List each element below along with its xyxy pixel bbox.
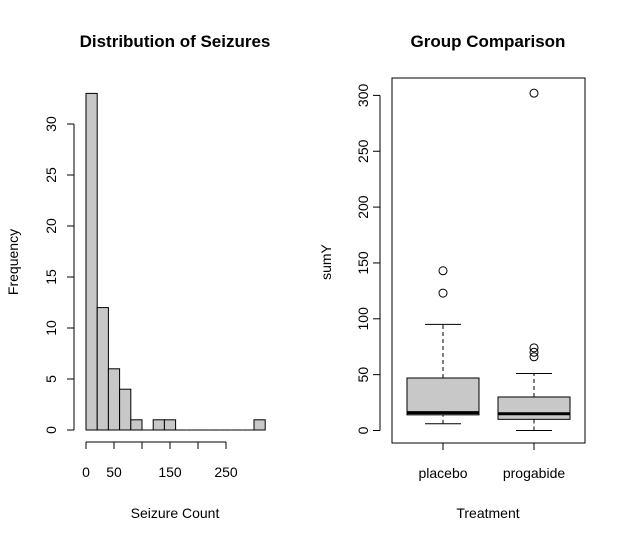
histogram-bar xyxy=(119,388,132,431)
boxplot-x-tick-label: progabide xyxy=(503,465,565,481)
histogram-y-tick-label: 20 xyxy=(43,218,59,234)
boxplot-y-axis: 0 50 100 150 200 250 300 xyxy=(355,84,381,434)
boxplot-y-tick-label: 250 xyxy=(355,139,371,163)
histogram-y-tick-label: 5 xyxy=(43,375,59,383)
boxplot-outlier xyxy=(529,88,539,98)
histogram-y-tick-label: 10 xyxy=(43,320,59,336)
histogram-y-tick-label: 30 xyxy=(43,116,59,132)
histogram-y-tick-label: 0 xyxy=(43,426,59,434)
boxplot-y-tick-label: 200 xyxy=(355,195,371,219)
histogram-bars xyxy=(85,92,266,431)
boxplot-outlier xyxy=(438,266,448,276)
histogram-bar xyxy=(85,92,98,431)
boxplot-y-label: sumY xyxy=(318,243,334,279)
boxplot-box xyxy=(497,396,571,420)
histogram-y-tick-label: 25 xyxy=(43,167,59,183)
histogram-bar xyxy=(163,419,177,431)
boxplot-outlier xyxy=(529,352,539,362)
histogram-bar xyxy=(96,307,109,431)
histogram-x-tick-label: 50 xyxy=(106,464,122,480)
histogram-x-axis: 0 50 150 250 xyxy=(82,441,238,480)
boxplot-x-axis: placebo progabide xyxy=(418,442,565,481)
boxplot-y-tick-label: 300 xyxy=(355,84,371,108)
boxplot-y-tick-label: 50 xyxy=(355,367,371,383)
histogram-panel: Distribution of Seizures Seizure Count F… xyxy=(5,32,270,521)
boxplot-y-tick-label: 0 xyxy=(355,426,371,434)
boxplot-outlier xyxy=(438,288,448,298)
boxplot-x-tick-label: placebo xyxy=(418,465,467,481)
histogram-y-axis: 0 5 10 15 20 25 30 xyxy=(43,116,75,434)
boxplot-panel: Group Comparison Treatment sumY 0 50 100 15… xyxy=(318,32,586,521)
boxplot-box xyxy=(406,377,480,416)
histogram-bar xyxy=(107,368,121,431)
histogram-bar xyxy=(130,419,143,431)
histogram-x-label: Seizure Count xyxy=(131,505,220,521)
boxplot-boxes xyxy=(406,88,571,431)
histogram-bar xyxy=(152,419,165,431)
histogram-y-tick-label: 15 xyxy=(43,269,59,285)
boxplot-y-tick-label: 100 xyxy=(355,307,371,331)
histogram-bar xyxy=(253,419,266,431)
boxplot-outlier xyxy=(529,347,539,357)
boxplot-y-tick-label: 150 xyxy=(355,251,371,275)
histogram-x-tick-label: 0 xyxy=(82,464,90,480)
boxplot-outlier xyxy=(529,343,539,353)
boxplot-title: Group Comparison xyxy=(411,32,566,51)
histogram-x-tick-label: 150 xyxy=(158,464,182,480)
histogram-title: Distribution of Seizures xyxy=(80,32,271,51)
histogram-y-label: Frequency xyxy=(5,229,21,295)
histogram-x-tick-label: 250 xyxy=(214,464,238,480)
boxplot-x-label: Treatment xyxy=(456,505,519,521)
